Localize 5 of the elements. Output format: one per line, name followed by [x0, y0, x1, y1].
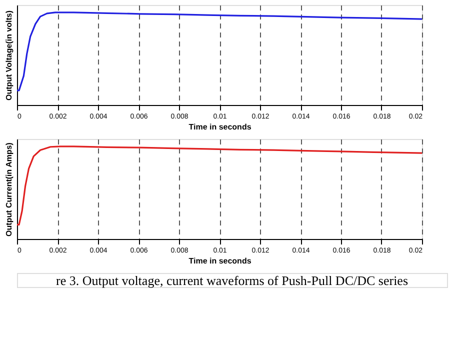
- x-axis-title: Time in seconds: [188, 256, 252, 266]
- y-axis-title: Output Current(in Amps): [4, 142, 14, 236]
- x-axis-title: Time in seconds: [188, 122, 252, 132]
- text: re 3. Output voltage, current waveforms of Push-Pull DC/DC series: [56, 273, 408, 288]
- y-axis-title: Output Voltage(in volts): [4, 10, 14, 101]
